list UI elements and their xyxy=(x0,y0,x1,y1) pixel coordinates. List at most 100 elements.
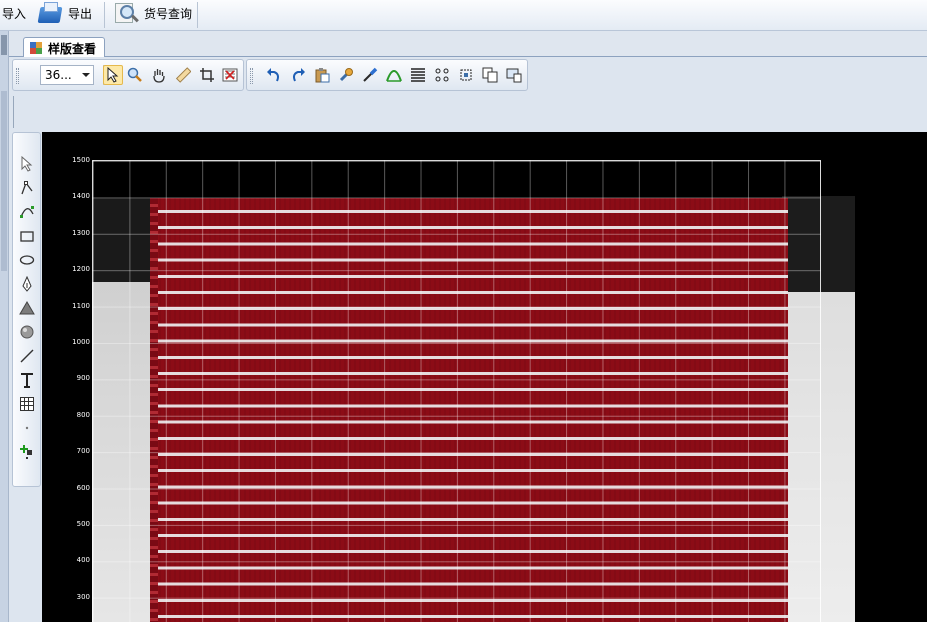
add-icon xyxy=(20,445,32,459)
sphere-icon xyxy=(20,325,34,339)
fabric-edge xyxy=(150,198,158,622)
text-icon xyxy=(21,373,33,388)
rectangle-tool-button[interactable] xyxy=(17,226,37,246)
paste-button[interactable] xyxy=(312,65,332,85)
ribbon: 导入 导出 货号查询 xyxy=(0,0,927,31)
text-tool-button[interactable] xyxy=(17,370,37,390)
lines-tool-button[interactable] xyxy=(408,65,428,85)
ellipse-tool-button[interactable] xyxy=(17,250,37,270)
pen-tool-button[interactable] xyxy=(17,274,37,294)
curve-tool-button[interactable] xyxy=(384,65,404,85)
grid-points-button[interactable] xyxy=(432,65,452,85)
panel-grip[interactable] xyxy=(1,35,7,55)
y-tick-label: 400 xyxy=(76,556,90,565)
lookup-label: 货号查询 xyxy=(144,6,193,21)
zoom-tool-button[interactable] xyxy=(125,65,145,85)
copy-icon xyxy=(482,67,498,83)
y-tick-label: 300 xyxy=(76,592,90,601)
tab-label: 样版查看 xyxy=(48,41,97,56)
horizontal-lines-icon xyxy=(411,68,425,82)
crop-tool-button[interactable] xyxy=(197,65,217,85)
ribbon-separator xyxy=(197,2,198,28)
folder-export-icon xyxy=(36,1,64,25)
pan-tool-button[interactable] xyxy=(149,65,169,85)
table-icon xyxy=(20,397,34,411)
ellipse-icon xyxy=(19,255,35,265)
measurement-grid xyxy=(92,160,821,622)
small-dot-button[interactable] xyxy=(17,418,37,438)
import-button[interactable]: 导入 xyxy=(2,0,26,26)
pointer-icon xyxy=(107,67,119,83)
rectangle-icon xyxy=(20,231,34,242)
select-region-button[interactable] xyxy=(456,65,476,85)
view-toolbar: 36... xyxy=(12,59,244,91)
zoom-value: 36... xyxy=(45,68,72,82)
line-tool-button[interactable] xyxy=(17,346,37,366)
undo-button[interactable] xyxy=(264,65,284,85)
document-search-icon xyxy=(112,1,140,25)
curve-icon xyxy=(386,70,402,82)
eyedropper-icon xyxy=(363,67,378,82)
pointer-icon xyxy=(21,156,33,172)
toolbar-grip[interactable] xyxy=(16,68,19,84)
photo-background-gray xyxy=(782,292,855,622)
y-tick-label: 600 xyxy=(76,483,90,492)
panel-scrollbar[interactable] xyxy=(1,91,7,271)
monitor-export-icon xyxy=(506,68,522,83)
tab-sample-view[interactable]: 样版查看 xyxy=(23,37,106,58)
clear-icon xyxy=(222,68,238,82)
triangle-icon xyxy=(19,301,35,315)
table-tool-button[interactable] xyxy=(17,394,37,414)
export-image-button[interactable] xyxy=(504,65,524,85)
zoom-select[interactable]: 36... xyxy=(40,65,94,85)
document-tabstrip: 样版查看 xyxy=(9,31,927,58)
vertical-toolbar-grip[interactable] xyxy=(13,96,19,128)
node-edit-button[interactable] xyxy=(17,178,37,198)
copy-button[interactable] xyxy=(480,65,500,85)
clipboard-icon xyxy=(315,68,330,83)
magnifier-icon xyxy=(127,67,142,82)
select-tool-button[interactable] xyxy=(17,154,37,174)
triangle-tool-button[interactable] xyxy=(17,298,37,318)
photo-background-dark xyxy=(782,196,855,292)
sample-view-icon xyxy=(30,42,44,54)
import-label: 导入 xyxy=(2,6,27,21)
sample-canvas[interactable]: 1500 1400 1300 1200 1100 1000 900 800 700 600 500 4… xyxy=(42,132,927,622)
add-element-button[interactable] xyxy=(17,442,37,462)
settings-tool-button[interactable] xyxy=(336,65,356,85)
outer-left-panel xyxy=(0,31,9,622)
fabric-sample-image xyxy=(154,198,788,622)
crop-icon xyxy=(200,68,214,82)
diagonal-line-icon xyxy=(20,349,34,363)
pen-nib-icon xyxy=(22,276,32,292)
ribbon-separator xyxy=(104,2,105,28)
redo-button[interactable] xyxy=(288,65,308,85)
y-tick-label: 1500 xyxy=(72,156,90,164)
edit-toolbar xyxy=(246,59,528,91)
lookup-button[interactable]: 货号查询 xyxy=(112,0,192,26)
redo-icon xyxy=(293,68,305,82)
chevron-down-icon xyxy=(82,73,90,77)
pointer-tool-button[interactable] xyxy=(103,65,123,85)
y-tick-label: 700 xyxy=(76,447,90,456)
wrench-icon xyxy=(339,68,353,82)
export-button[interactable]: 导出 xyxy=(36,0,92,26)
dot-icon xyxy=(25,426,29,430)
toolbar-grip[interactable] xyxy=(250,68,253,84)
y-tick-label: 500 xyxy=(76,520,90,528)
dot-grid-icon xyxy=(435,68,449,82)
clear-selection-button[interactable] xyxy=(220,65,240,85)
y-tick-label: 800 xyxy=(76,410,90,419)
hand-icon xyxy=(153,69,165,83)
y-tick-label: 1100 xyxy=(72,301,90,310)
y-tick-label: 1400 xyxy=(72,192,90,201)
sphere-tool-button[interactable] xyxy=(17,322,37,342)
measure-tool-button[interactable] xyxy=(173,65,193,85)
y-tick-label: 900 xyxy=(76,374,90,383)
y-tick-label: 1000 xyxy=(72,338,90,346)
bezier-tool-button[interactable] xyxy=(17,202,37,222)
node-pointer-icon xyxy=(21,181,33,195)
ruler-icon xyxy=(175,67,191,83)
eyedropper-button[interactable] xyxy=(360,65,380,85)
undo-icon xyxy=(267,68,279,82)
